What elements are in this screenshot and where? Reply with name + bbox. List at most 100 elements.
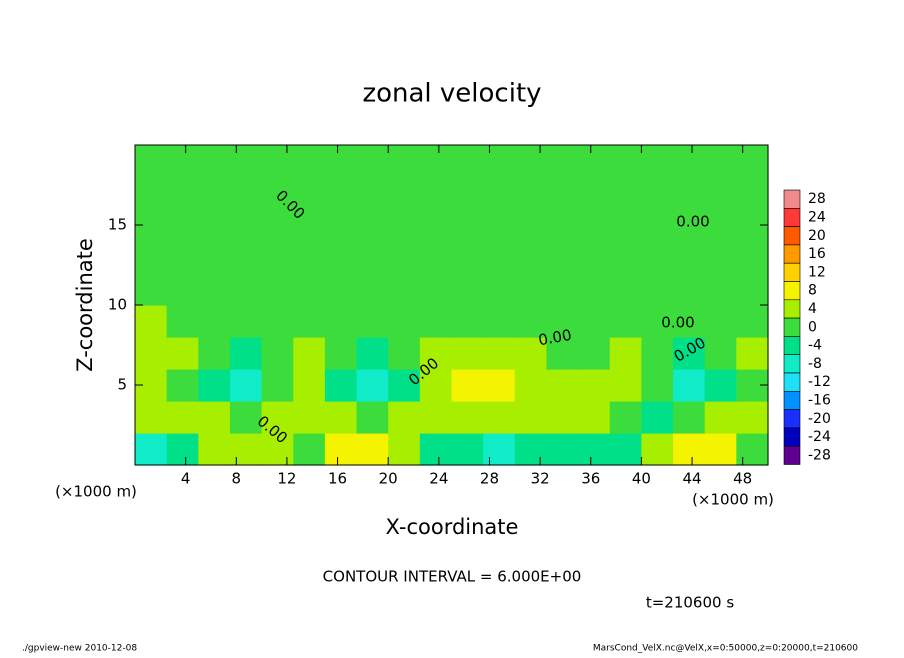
heat-cell	[641, 369, 674, 402]
heat-cell	[704, 401, 737, 434]
heat-cell	[578, 273, 611, 306]
x-tick-label: 32	[531, 470, 550, 488]
heat-cell	[736, 145, 769, 178]
heat-cell	[324, 305, 358, 338]
heat-cell	[673, 145, 706, 178]
heat-cell	[293, 273, 326, 306]
heat-cell	[483, 177, 516, 210]
heat-cell	[641, 241, 674, 274]
footer-right: MarsCond_VelX.nc@VelX,x=0:50000,z=0:2000…	[593, 644, 858, 654]
heat-cell	[166, 145, 199, 178]
heat-cell	[483, 433, 516, 466]
x-axis-label: X-coordinate	[386, 515, 519, 539]
heat-cell	[673, 433, 706, 466]
heat-cell	[198, 369, 231, 402]
heat-cell	[546, 145, 579, 178]
heat-cell	[641, 433, 674, 466]
heat-cell	[356, 273, 389, 306]
heat-cell	[514, 305, 548, 338]
heat-cell	[261, 305, 294, 338]
heat-cell	[324, 241, 358, 274]
heat-cell	[673, 177, 706, 210]
heat-cell	[356, 401, 389, 434]
heat-cell	[736, 273, 769, 306]
heat-cell	[419, 369, 453, 402]
heat-cell	[166, 305, 199, 338]
heat-cell	[293, 305, 326, 338]
heat-cell	[546, 209, 579, 242]
heat-cell	[388, 177, 421, 210]
heat-cell	[546, 433, 579, 466]
heat-cell	[736, 305, 769, 338]
heat-cell	[356, 145, 389, 178]
heat-cell	[135, 305, 168, 338]
heat-cell	[704, 273, 737, 306]
heat-cell	[451, 273, 484, 306]
heat-cell	[546, 337, 579, 370]
heat-cell	[356, 433, 389, 466]
heat-cell	[135, 177, 168, 210]
contour-interval: CONTOUR INTERVAL = 6.000E+00	[323, 568, 582, 586]
heat-cell	[388, 369, 421, 402]
heat-cell	[451, 177, 484, 210]
heat-cell	[135, 241, 168, 274]
colorbar-box	[783, 317, 801, 337]
heat-cell	[229, 145, 263, 178]
colorbar-box	[783, 354, 801, 374]
heat-cell	[324, 273, 358, 306]
heat-cell	[483, 273, 516, 306]
heat-cell	[736, 337, 769, 370]
heat-cell	[609, 369, 642, 402]
heat-cell	[451, 241, 484, 274]
heat-cell	[609, 177, 642, 210]
colorbar-label: -4	[808, 338, 822, 354]
heat-cell	[198, 401, 231, 434]
heat-cell	[229, 241, 263, 274]
heat-cell	[135, 433, 168, 466]
heat-cell	[514, 369, 548, 402]
heat-cell	[261, 209, 294, 242]
heat-cell	[641, 273, 674, 306]
colorbar-label: 28	[808, 191, 826, 207]
colorbar-label: -8	[808, 356, 822, 372]
heat-cell	[166, 241, 199, 274]
colorbar-box	[783, 189, 801, 209]
x-tick-label: 12	[277, 470, 296, 488]
heat-cell	[641, 145, 674, 178]
x-tick-label: 16	[328, 470, 347, 488]
heat-cell	[736, 401, 769, 434]
heat-cell	[356, 177, 389, 210]
heat-cell	[229, 337, 263, 370]
heat-cell	[324, 209, 358, 242]
heat-cell	[198, 145, 231, 178]
heat-cell	[261, 401, 294, 434]
heat-cell	[261, 273, 294, 306]
heat-cell	[736, 433, 769, 466]
heat-cell	[229, 177, 263, 210]
heat-cell	[483, 209, 516, 242]
heat-cell	[198, 433, 231, 466]
heat-cell	[135, 337, 168, 370]
heat-cell	[419, 209, 453, 242]
heat-cell	[419, 433, 453, 466]
heat-cell	[514, 145, 548, 178]
heat-cell	[324, 401, 358, 434]
heat-cell	[704, 337, 737, 370]
colorbar-box	[783, 262, 801, 282]
heat-cell	[483, 145, 516, 178]
heat-cell	[419, 401, 453, 434]
heat-cell	[609, 241, 642, 274]
heat-cell	[419, 241, 453, 274]
heat-cell	[609, 433, 642, 466]
heat-cell	[546, 305, 579, 338]
heat-cell	[166, 369, 199, 402]
heat-cell	[293, 209, 326, 242]
heat-cell	[609, 145, 642, 178]
x-unit-label: (×1000 m)	[55, 483, 137, 501]
y-tick-label: 10	[108, 296, 127, 314]
heat-cell	[483, 305, 516, 338]
heat-cell	[546, 177, 579, 210]
colorbar-label: 0	[808, 319, 817, 335]
heat-cell	[578, 401, 611, 434]
y-tick-label: 5	[117, 376, 127, 394]
